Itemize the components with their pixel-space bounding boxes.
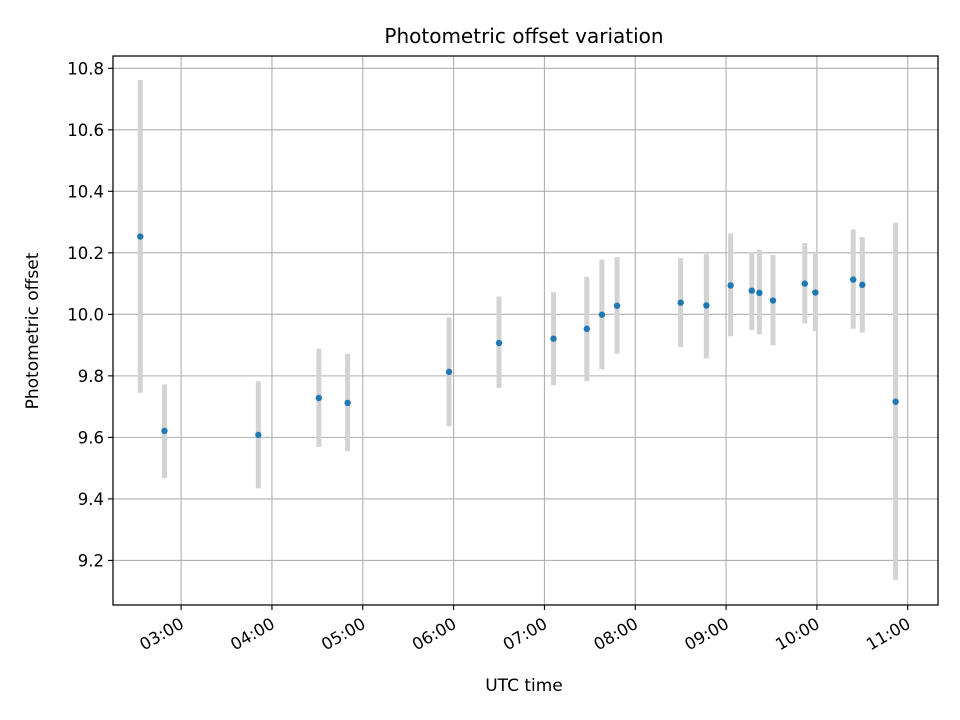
y-tick-label: 9.6: [78, 428, 104, 447]
y-axis-label: Photometric offset: [23, 252, 43, 409]
y-tick-label: 10.0: [67, 305, 104, 324]
data-point: [613, 302, 621, 309]
y-tick-label: 9.8: [78, 367, 104, 386]
data-point: [677, 299, 684, 306]
plot-frame: [112, 55, 939, 606]
data-point: [703, 302, 710, 309]
data-point: [495, 339, 503, 347]
data-point: [769, 297, 777, 304]
data-point: [137, 233, 144, 240]
data-points: [137, 233, 899, 439]
y-tick-label: 9.4: [78, 490, 104, 509]
data-point: [445, 368, 453, 376]
data-point: [583, 325, 591, 333]
data-point: [550, 335, 557, 342]
grid: [113, 56, 938, 605]
data-point: [892, 398, 899, 405]
x-tick-label: 03:00: [136, 614, 187, 654]
x-tick-label: 07:00: [500, 614, 551, 654]
data-point: [801, 280, 808, 287]
x-ticks: 03:00 04:00 05:00 06:00 07:00 08:00 09:00 10:00…: [136, 605, 914, 654]
x-tick-label: 10:00: [772, 614, 823, 654]
x-tick-label: 09:00: [681, 614, 732, 654]
data-point: [748, 287, 756, 294]
data-point: [850, 276, 857, 283]
chart-title: Photometric offset variation: [384, 24, 663, 48]
data-point: [255, 431, 262, 439]
y-tick-label: 10.4: [67, 182, 104, 201]
y-tick-label: 9.2: [78, 551, 104, 570]
x-tick-label: 04:00: [227, 614, 278, 654]
y-tick-label: 10.8: [67, 59, 104, 78]
x-tick-label: 05:00: [318, 614, 369, 654]
data-point: [812, 289, 819, 296]
y-tick-label: 10.6: [67, 121, 104, 140]
x-axis-label: UTC time: [485, 676, 563, 696]
y-ticks: 9.2 9.4 9.6 9.8 10.0 10.2 10.4 10.6 10.8: [67, 59, 113, 570]
data-point: [598, 311, 606, 318]
x-tick-label: 11:00: [863, 614, 914, 654]
x-tick-label: 08:00: [591, 614, 642, 654]
data-point: [344, 399, 351, 407]
data-point: [727, 282, 734, 289]
data-point: [756, 289, 763, 297]
data-point: [161, 427, 168, 435]
error-bars: [137, 79, 899, 581]
data-point: [315, 394, 323, 402]
y-tick-label: 10.2: [67, 244, 104, 263]
data-point: [859, 281, 866, 289]
x-tick-label: 06:00: [409, 614, 460, 654]
